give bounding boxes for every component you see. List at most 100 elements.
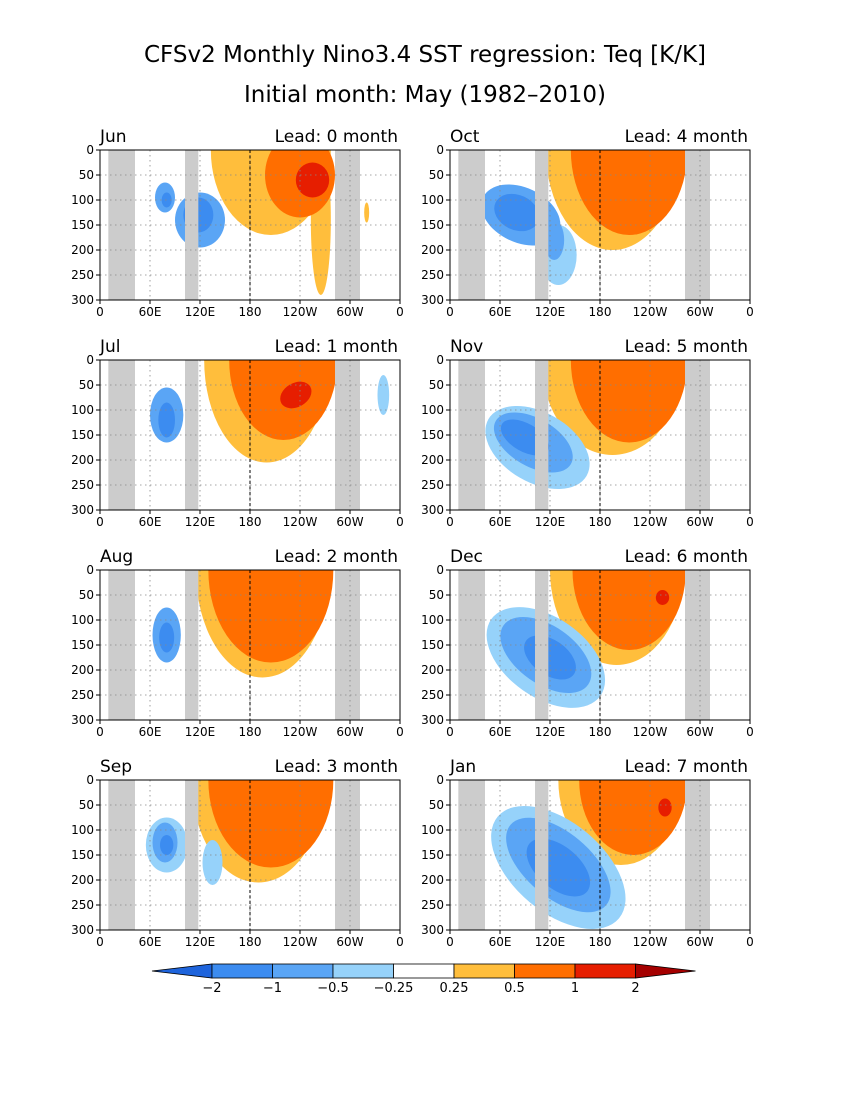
panel-jan: 0 60E 120E 180 120W 60W 0 0 50 100 150 200 250 300 Jan… [421, 757, 754, 949]
y-tick-label: 150 [421, 428, 444, 442]
panel-lead: Lead: 7 month [625, 757, 748, 777]
y-tick-label: 0 [86, 143, 94, 157]
contour-shade [208, 780, 334, 868]
y-tick-label: 150 [71, 428, 94, 442]
contour-shade [544, 220, 565, 260]
land-mask [535, 780, 549, 930]
colorbar-bin [332, 963, 394, 979]
x-tick-label: 120E [535, 305, 566, 319]
x-tick-label: 0 [396, 725, 404, 739]
contour-shade [483, 570, 509, 579]
y-tick-label: 200 [71, 243, 94, 257]
colorbar-label: −2 [202, 981, 221, 996]
colorbar-bin [211, 963, 273, 979]
y-tick-label: 200 [71, 453, 94, 467]
land-mask [535, 570, 549, 720]
y-tick-label: 0 [86, 353, 94, 367]
panel-lead: Lead: 6 month [625, 547, 748, 567]
y-tick-label: 50 [79, 378, 94, 392]
x-tick-label: 120W [283, 935, 318, 949]
y-tick-label: 250 [71, 478, 94, 492]
x-tick-label: 60W [336, 305, 363, 319]
y-tick-label: 50 [429, 168, 444, 182]
y-tick-label: 100 [71, 823, 94, 837]
x-tick-label: 60W [686, 935, 713, 949]
panel-month: Jul [99, 337, 121, 357]
x-tick-label: 60W [336, 725, 363, 739]
y-tick-label: 50 [79, 798, 94, 812]
y-tick-label: 50 [429, 588, 444, 602]
panel-month: Oct [450, 127, 480, 147]
panel-lead: Lead: 0 month [275, 127, 398, 147]
y-tick-label: 150 [421, 638, 444, 652]
y-tick-label: 50 [429, 798, 444, 812]
y-tick-label: 100 [421, 193, 444, 207]
y-tick-label: 300 [71, 293, 94, 307]
y-tick-label: 250 [71, 898, 94, 912]
y-tick-label: 100 [421, 613, 444, 627]
y-tick-label: 100 [421, 823, 444, 837]
x-tick-label: 60E [139, 515, 162, 529]
colorbar-label: 0.5 [504, 981, 525, 996]
colorbar-label: 0.25 [440, 981, 469, 996]
y-tick-label: 300 [421, 293, 444, 307]
panel-oct: 0 60E 120E 180 120W 60W 0 0 50 100 150 200 250 300 Oct… [421, 127, 754, 319]
contour-shade [100, 235, 106, 275]
x-tick-label: 60E [139, 305, 162, 319]
panel-month: Sep [100, 757, 132, 777]
contour-shade [316, 450, 331, 480]
x-tick-label: 120W [633, 515, 668, 529]
x-tick-label: 180 [589, 725, 612, 739]
contour-shade [160, 835, 174, 855]
y-tick-label: 250 [71, 688, 94, 702]
y-tick-label: 250 [71, 268, 94, 282]
contour-shade [364, 202, 370, 223]
panel-grid: 0 60E 120E 180 120W 60W 0 0 50 100 150 200 250 300 Jun… [71, 127, 754, 949]
contour-shade [377, 375, 390, 415]
x-tick-label: 120E [185, 935, 216, 949]
panel-lead: Lead: 2 month [275, 547, 398, 567]
x-tick-label: 120E [185, 725, 216, 739]
land-mask [535, 150, 549, 300]
x-tick-label: 0 [96, 935, 104, 949]
y-tick-label: 150 [421, 848, 444, 862]
y-tick-label: 0 [436, 143, 444, 157]
y-tick-label: 50 [79, 588, 94, 602]
land-mask [185, 570, 199, 720]
y-tick-label: 150 [421, 218, 444, 232]
x-tick-label: 180 [589, 515, 612, 529]
x-tick-label: 120E [185, 305, 216, 319]
colorbar: −2 −1 −0.5 −0.25 0.25 0.5 1 2 [151, 963, 696, 996]
contour-shade [579, 780, 688, 855]
contour-shade [295, 162, 330, 198]
x-tick-label: 60E [139, 935, 162, 949]
x-tick-label: 0 [446, 725, 454, 739]
shading-layer [100, 360, 390, 510]
x-tick-label: 180 [239, 515, 262, 529]
contour-shade [133, 780, 142, 820]
x-tick-label: 60E [489, 935, 512, 949]
x-tick-label: 0 [746, 935, 754, 949]
y-tick-label: 250 [421, 898, 444, 912]
shading-layer [479, 780, 688, 930]
x-tick-label: 120E [185, 515, 216, 529]
x-tick-label: 0 [396, 515, 404, 529]
contour-shade [133, 360, 142, 405]
contour-shade [208, 570, 334, 663]
y-tick-label: 300 [421, 713, 444, 727]
contour-shade [494, 193, 540, 232]
panel-month: Jun [99, 127, 127, 147]
y-tick-label: 50 [79, 168, 94, 182]
x-tick-label: 120W [283, 515, 318, 529]
shading-layer [100, 570, 334, 720]
figure-subtitle: Initial month: May (1982–2010) [244, 82, 606, 108]
colorbar-bin [453, 963, 515, 979]
contour-shade [100, 872, 105, 898]
x-tick-label: 180 [239, 725, 262, 739]
panel-aug: 0 60E 120E 180 120W 60W 0 0 50 100 150 200 250 300 Aug… [71, 547, 404, 739]
x-tick-label: 0 [446, 935, 454, 949]
y-tick-label: 200 [71, 663, 94, 677]
figure-title: CFSv2 Monthly Nino3.4 SST regression: Te… [144, 42, 706, 68]
panel-lead: Lead: 3 month [275, 757, 398, 777]
x-tick-label: 0 [96, 725, 104, 739]
